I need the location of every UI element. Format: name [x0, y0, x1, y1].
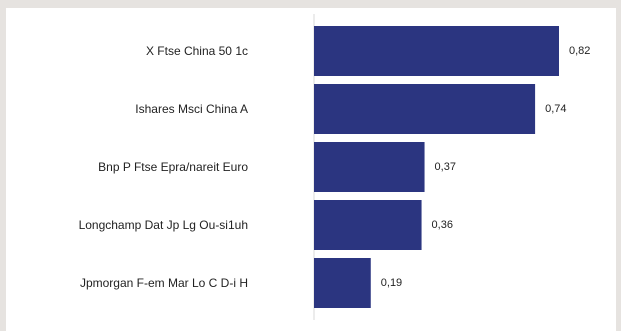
category-label: Jpmorgan F-em Mar Lo C D-i H: [80, 276, 248, 290]
value-label: 0,36: [432, 219, 453, 231]
bar: [314, 258, 371, 308]
value-label: 0,74: [545, 103, 566, 115]
category-label: X Ftse China 50 1c: [146, 44, 248, 58]
bar: [314, 142, 425, 192]
category-label: Ishares Msci China A: [135, 102, 248, 116]
bar: [314, 26, 559, 76]
chart-marks: X Ftse China 50 1c 0,82 Ishares Msci China…: [79, 26, 590, 308]
value-label: 0,82: [569, 45, 590, 57]
category-label: Bnp P Ftse Epra/nareit Euro: [98, 160, 248, 174]
value-label: 0,19: [381, 277, 402, 289]
category-label: Longchamp Dat Jp Lg Ou-si1uh: [79, 218, 248, 232]
bar: [314, 84, 536, 134]
bar: [314, 200, 422, 250]
value-label: 0,37: [435, 161, 456, 173]
